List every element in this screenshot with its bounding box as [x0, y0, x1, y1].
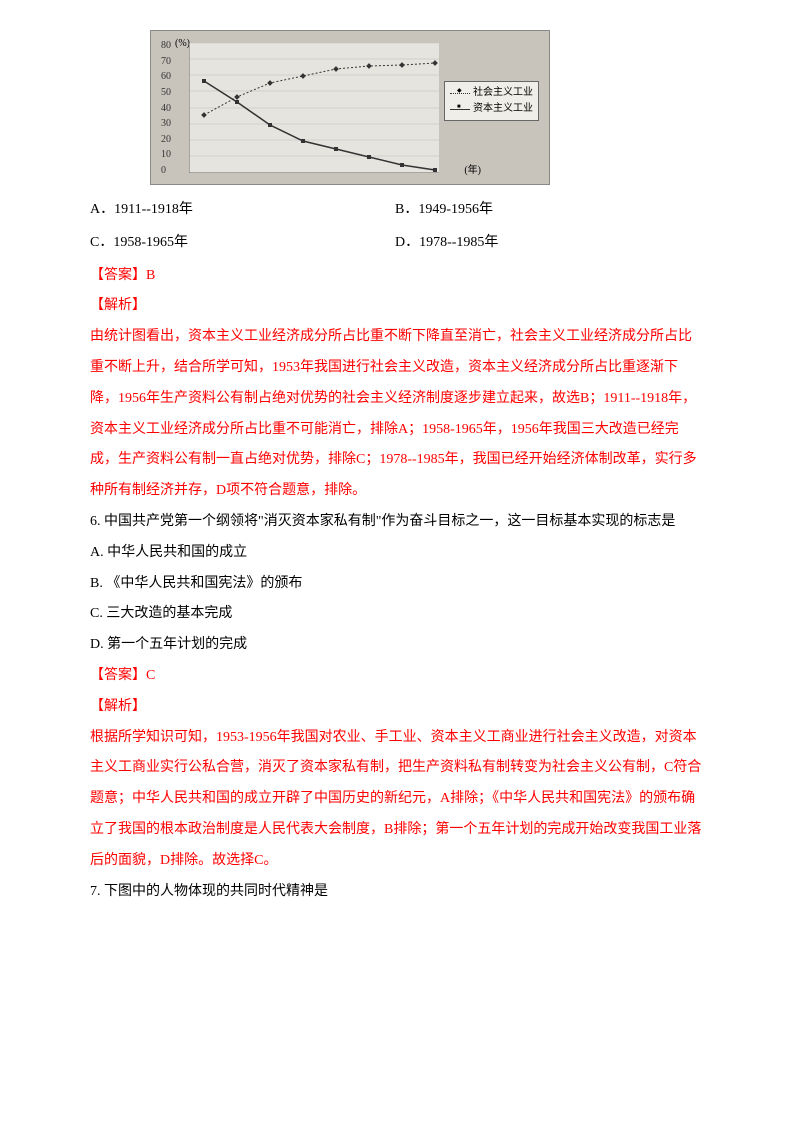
analysis-text: 根据所学知识可知，1953-1956年我国对农业、手工业、资本主义工商业进行社会… [90, 723, 704, 877]
options-row: A．1911--1918年 B．1949-1956年 [90, 195, 704, 226]
legend-label: 社会主义工业 [473, 85, 533, 101]
option-b: B．1949-1956年 [395, 195, 704, 226]
ytick: 30 [161, 119, 171, 129]
option-a: A. 中华人民共和国的成立 [90, 538, 704, 569]
question-stem: 7. 下图中的人物体现的共同时代精神是 [90, 877, 704, 908]
legend-marker-solid [450, 109, 470, 110]
ytick: 60 [161, 72, 171, 82]
ytick: 40 [161, 104, 171, 114]
plot-area [189, 43, 439, 173]
option-c: C. 三大改造的基本完成 [90, 599, 704, 630]
x-axis-label: (年) [464, 160, 481, 182]
ytick: 0 [161, 166, 171, 176]
analysis-label: 【解析】 [90, 692, 704, 723]
chart-svg [189, 43, 439, 173]
ytick: 50 [161, 88, 171, 98]
chart-legend: 社会主义工业 资本主义工业 [444, 81, 539, 121]
line-chart: (%) 80 70 60 50 40 30 20 10 0 [150, 30, 550, 185]
y-axis-ticks: 80 70 60 50 40 30 20 10 0 [161, 41, 171, 176]
chart-container: (%) 80 70 60 50 40 30 20 10 0 [150, 30, 704, 185]
analysis-text: 由统计图看出，资本主义工业经济成分所占比重不断下降直至消亡，社会主义工业经济成分… [90, 322, 704, 507]
ytick: 20 [161, 135, 171, 145]
answer-text: 【答案】C [90, 661, 704, 692]
legend-label: 资本主义工业 [473, 101, 533, 117]
option-d: D．1978--1985年 [395, 228, 704, 259]
analysis-label: 【解析】 [90, 291, 704, 322]
option-a: A．1911--1918年 [90, 195, 395, 226]
ytick: 70 [161, 57, 171, 67]
option-b: B. 《中华人民共和国宪法》的颁布 [90, 569, 704, 600]
ytick: 80 [161, 41, 171, 51]
question-stem: 6. 中国共产党第一个纲领将"消灭资本家私有制"作为奋斗目标之一，这一目标基本实… [90, 507, 704, 538]
options-row: C．1958-1965年 D．1978--1985年 [90, 228, 704, 259]
legend-item: 资本主义工业 [450, 101, 533, 117]
answer-text: 【答案】B [90, 261, 704, 292]
legend-item: 社会主义工业 [450, 85, 533, 101]
y-axis-label: (%) [175, 33, 190, 55]
option-d: D. 第一个五年计划的完成 [90, 630, 704, 661]
legend-marker-dotted [450, 93, 470, 94]
option-c: C．1958-1965年 [90, 228, 395, 259]
ytick: 10 [161, 150, 171, 160]
